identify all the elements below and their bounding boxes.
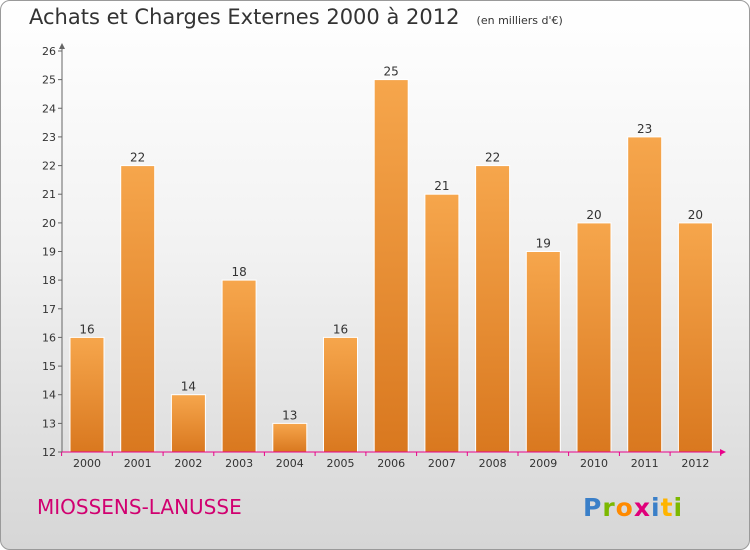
- proxiti-logo: Proxiti: [583, 493, 683, 522]
- labels-group: 16 2000 22 2001 14 2002 18 2003 13 2004 16 2005 25 20…: [42, 45, 709, 470]
- bar-2008: [475, 165, 511, 453]
- y-tick-label-12: 12: [42, 446, 56, 459]
- x-axis-arrow: [720, 449, 726, 455]
- bar-2001: [120, 165, 156, 453]
- x-tick-label-2005: 2005: [327, 457, 355, 470]
- bars-group: [69, 79, 713, 453]
- value-label-2012: 20: [688, 208, 703, 222]
- bar-2000: [69, 336, 105, 453]
- x-tick-label-2001: 2001: [124, 457, 152, 470]
- bar-2004: [272, 422, 308, 453]
- value-label-2008: 22: [485, 151, 500, 165]
- y-tick-label-19: 19: [42, 246, 56, 259]
- bar-2010: [576, 222, 612, 453]
- value-label-2000: 16: [79, 322, 94, 336]
- logo-letter: t: [660, 493, 674, 522]
- logo-letter: r: [602, 493, 616, 522]
- y-tick-label-13: 13: [42, 417, 56, 430]
- y-tick-label-16: 16: [42, 331, 56, 344]
- bar-2003: [221, 279, 257, 453]
- bar-2007: [424, 193, 460, 453]
- bar-2006: [373, 79, 409, 453]
- x-tick-label-2003: 2003: [225, 457, 253, 470]
- chart-title-block: Achats et Charges Externes 2000 à 2012 (…: [29, 5, 563, 29]
- y-tick-label-17: 17: [42, 303, 56, 316]
- logo-letter: o: [615, 493, 634, 522]
- value-label-2007: 21: [434, 179, 449, 193]
- y-tick-label-22: 22: [42, 160, 56, 173]
- y-tick-label-20: 20: [42, 217, 56, 230]
- x-tick-label-2010: 2010: [580, 457, 608, 470]
- x-tick-label-2007: 2007: [428, 457, 456, 470]
- value-label-2001: 22: [130, 151, 145, 165]
- y-tick-label-18: 18: [42, 274, 56, 287]
- value-label-2004: 13: [282, 408, 297, 422]
- bar-2011: [627, 136, 663, 453]
- place-name: MIOSSENS-LANUSSE: [37, 495, 242, 519]
- value-label-2011: 23: [637, 122, 652, 136]
- x-tick-label-2009: 2009: [529, 457, 557, 470]
- bar-2002: [170, 394, 206, 453]
- chart-unit: (en milliers d'€): [476, 14, 563, 27]
- logo-letter: i: [651, 493, 661, 522]
- x-tick-label-2006: 2006: [377, 457, 405, 470]
- value-label-2006: 25: [384, 65, 399, 79]
- x-tick-label-2012: 2012: [681, 457, 709, 470]
- value-label-2009: 19: [536, 237, 551, 251]
- x-tick-label-2002: 2002: [174, 457, 202, 470]
- value-label-2010: 20: [586, 208, 601, 222]
- logo-letter: x: [633, 493, 651, 522]
- x-tick-label-2008: 2008: [479, 457, 507, 470]
- value-label-2003: 18: [231, 265, 246, 279]
- y-tick-label-26: 26: [42, 45, 56, 58]
- y-axis-arrow: [59, 43, 65, 49]
- bar-2009: [525, 251, 561, 453]
- axes-group: [58, 43, 726, 456]
- y-tick-label-25: 25: [42, 74, 56, 87]
- y-tick-label-23: 23: [42, 131, 56, 144]
- logo-letter: P: [583, 493, 603, 522]
- value-label-2005: 16: [333, 322, 348, 336]
- y-tick-label-24: 24: [42, 102, 56, 115]
- x-tick-label-2004: 2004: [276, 457, 304, 470]
- chart-title: Achats et Charges Externes 2000 à 2012: [29, 5, 460, 29]
- x-tick-label-2011: 2011: [631, 457, 659, 470]
- bar-2012: [677, 222, 713, 453]
- bar-2005: [323, 336, 358, 453]
- y-tick-label-21: 21: [42, 188, 56, 201]
- x-tick-label-2000: 2000: [73, 457, 101, 470]
- y-tick-label-14: 14: [42, 389, 56, 402]
- logo-letter: i: [673, 493, 684, 522]
- y-tick-label-15: 15: [42, 360, 56, 373]
- value-label-2002: 14: [181, 380, 196, 394]
